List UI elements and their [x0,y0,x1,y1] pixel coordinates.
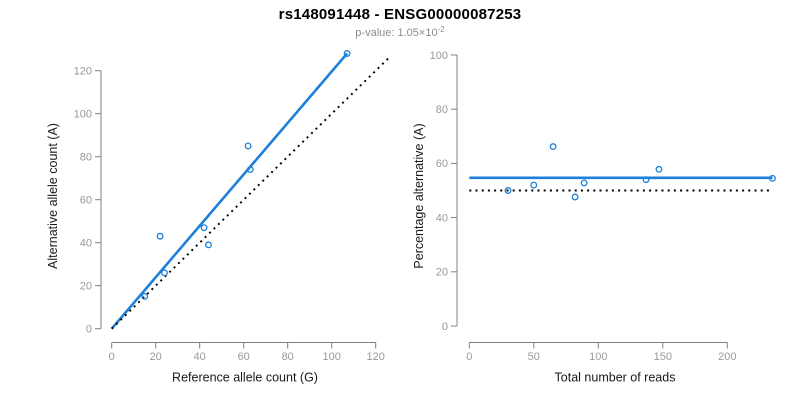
y-tick-label: 40 [436,212,448,224]
y-tick-label: 0 [86,324,92,336]
data-point [504,187,512,194]
data-point [161,269,168,277]
data-point [530,181,538,189]
x-tick-label: 40 [194,351,206,363]
data-point [343,50,351,57]
p-value-exponent: -2 [437,25,445,34]
y-tick-label: 100 [430,50,448,62]
data-point [200,224,208,232]
y-tick-label: 100 [74,109,92,121]
x-tick-label: 200 [718,351,736,363]
y-tick-label: 60 [80,195,92,207]
figure-title: rs148091448 - ENSG00000087253 [278,6,522,23]
x-axis-title: Reference allele count (G) [172,371,318,385]
y-tick-label: 80 [80,152,92,164]
x-tick-label: 100 [323,351,341,363]
x-tick-label: 100 [589,351,607,363]
x-tick-label: 80 [282,351,294,363]
y-tick-label: 0 [442,321,448,333]
x-tick-label: 120 [367,351,385,363]
y-tick-label: 60 [436,158,448,170]
p-value-text: p-value: 1.05×10 [355,27,438,39]
data-point [246,166,254,174]
percentage-reads-panel: 0 20 40 60 80 100 0 50 100 150 200 Total number of … [412,50,776,385]
x-tick-label: 0 [109,351,115,363]
y-tick-label: 20 [80,281,92,293]
y-tick-label: 120 [74,66,92,78]
fit-line [110,52,349,330]
x-tick-label: 50 [528,351,540,363]
p-value-subtitle: p-value: 1.05×10-2 [0,25,800,39]
x-axis-title: Total number of reads [555,371,676,385]
data-point [205,241,212,249]
data-point [769,174,776,182]
y-tick-label: 80 [436,104,448,116]
x-tick-label: 20 [150,351,162,363]
data-point [580,179,588,187]
y-tick-label: 40 [80,238,92,250]
allele-counts-panel: 0 20 40 60 80 100 120 0 20 40 60 80 100 120 Reference … [46,50,392,385]
data-point [141,293,149,300]
x-tick-label: 0 [466,351,472,363]
data-point [244,142,252,150]
data-point [642,176,650,184]
data-point [571,193,579,201]
y-axis-title: Alternative allele count (A) [46,123,60,269]
data-point [655,165,663,173]
x-tick-label: 60 [238,351,250,363]
y-tick-label: 20 [436,267,448,279]
identity-line [111,54,392,330]
y-axis-title: Percentage alternative (A) [412,123,426,268]
data-point [156,232,164,240]
x-tick-label: 150 [654,351,672,363]
data-point [549,143,557,151]
